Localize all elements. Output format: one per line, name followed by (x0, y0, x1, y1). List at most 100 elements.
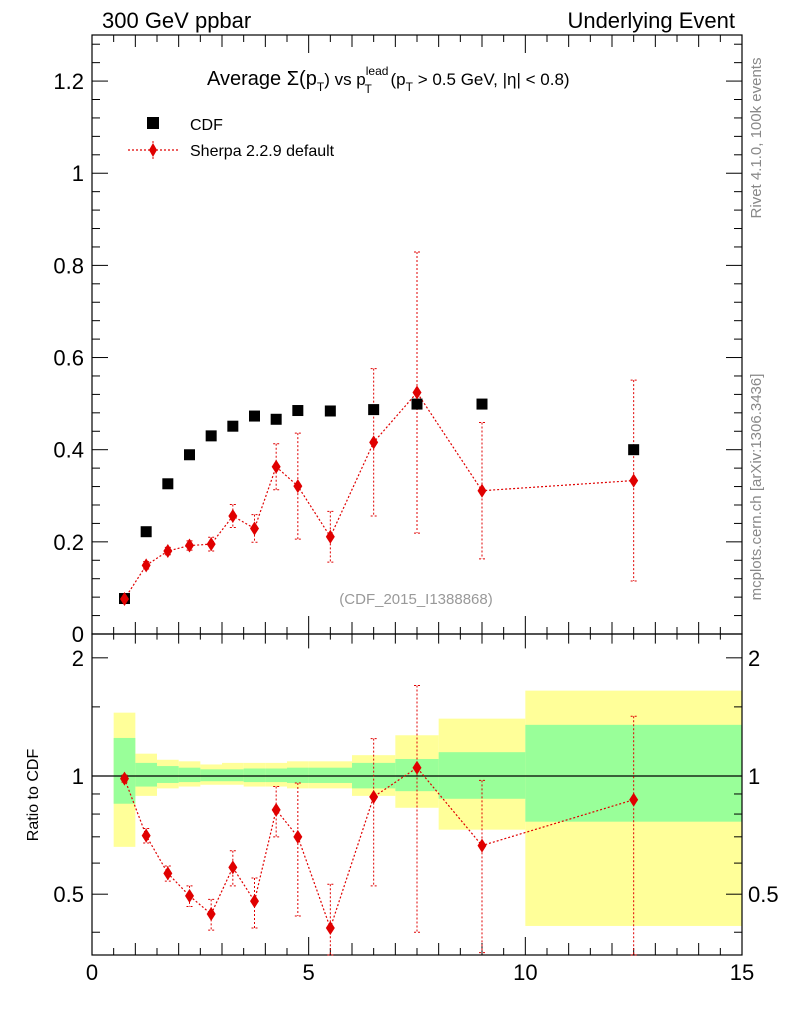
ratio-bands (113, 690, 742, 926)
ratio-point (163, 866, 173, 881)
sherpa-point (325, 529, 335, 544)
cdf-point (249, 410, 260, 422)
legend-marker-sherpa (149, 143, 157, 157)
ratio-point (369, 789, 379, 804)
cdf-point (368, 404, 380, 416)
green-band-4 (200, 769, 222, 782)
sherpa-point (228, 509, 238, 524)
ratio-ytick-label-right: 0.5 (748, 882, 779, 907)
ratio-point (206, 907, 216, 922)
ratio-y-ticks (92, 657, 742, 933)
title-cond: (p (386, 70, 406, 89)
main-ytick-label: 1 (72, 161, 84, 186)
main-y-ticks (92, 43, 742, 635)
ratio-ylabel: Ratio to CDF (25, 749, 42, 842)
ratio-point (185, 888, 194, 903)
legend-marker-cdf (147, 117, 159, 129)
xtick-label: 0 (86, 960, 98, 985)
sherpa-line (123, 391, 634, 600)
green-band-0 (113, 737, 136, 804)
green-band-8 (287, 767, 309, 783)
sherpa-error-bars (121, 251, 637, 602)
ratio-point (120, 771, 129, 786)
sherpa-point (206, 537, 216, 552)
title-sigma: Σ(p (287, 68, 317, 90)
legend-label-sherpa: Sherpa 2.2.9 default (190, 143, 335, 160)
ratio-point (228, 860, 238, 875)
green-band-6 (243, 768, 266, 783)
main-title: Average Σ(pT) vs plead T (pT > 0.5 GeV, |… (207, 64, 570, 96)
title-cond-rest: > 0.5 GeV, |η| < 0.8) (413, 70, 570, 89)
cdf-points (119, 398, 640, 605)
xtick-label: 10 (513, 960, 537, 985)
x-ticks (91, 35, 743, 955)
ratio-ytick-label-right: 2 (748, 646, 760, 671)
main-ytick-label: 0.6 (53, 346, 84, 371)
main-ytick-label: 0.8 (53, 253, 84, 278)
sherpa-point (629, 473, 639, 488)
cdf-point (205, 430, 217, 442)
green-band-2 (157, 766, 179, 783)
header-right: Underlying Event (567, 8, 735, 33)
green-band-5 (222, 769, 244, 782)
sherpa-point (477, 483, 487, 498)
ratio-ytick-label-right: 1 (748, 764, 760, 789)
mcplots-label: mcplots.cern.ch [arXiv:1306.3436] (748, 374, 765, 601)
cdf-point (162, 478, 174, 490)
main-ytick-label: 0.2 (53, 530, 84, 555)
cdf-point (411, 398, 423, 410)
sherpa-point (293, 479, 303, 494)
ratio-point (293, 829, 303, 844)
sherpa-point (141, 558, 151, 573)
ratio-point (477, 838, 487, 853)
cdf-point (292, 405, 304, 417)
ratio-point (271, 802, 281, 817)
main-ytick-label: 1.2 (53, 69, 84, 94)
title-average: Average (207, 68, 287, 90)
sherpa-point (250, 521, 259, 536)
rivet-label: Rivet 4.1.0, 100k events (748, 58, 765, 219)
sherpa-points (120, 385, 639, 606)
title-sub-t: T (317, 80, 325, 94)
cdf-point (270, 413, 282, 425)
ratio-ytick-label-left: 2 (72, 646, 84, 671)
ratio-ytick-label-left: 1 (72, 764, 84, 789)
sherpa-point (271, 459, 281, 474)
sherpa-point (163, 544, 173, 559)
sherpa-point (185, 538, 194, 553)
sherpa-point (412, 385, 422, 400)
title-sup-lead: lead (366, 64, 389, 78)
cdf-point (628, 444, 640, 456)
cdf-point (324, 405, 336, 417)
ratio-point (325, 921, 335, 936)
green-band-7 (265, 768, 287, 783)
xtick-label: 5 (303, 960, 315, 985)
xtick-label: 15 (730, 960, 754, 985)
ratio-point (141, 828, 151, 843)
ratio-point (412, 760, 422, 775)
cdf-point (476, 398, 488, 410)
cdf-point (227, 420, 239, 432)
title-sub-t3: T (406, 80, 414, 94)
green-band-3 (178, 767, 201, 783)
sherpa-point (369, 435, 379, 450)
legend: CDF Sherpa 2.2.9 default (128, 117, 335, 160)
ratio-point (629, 792, 639, 807)
sherpa-point (120, 591, 129, 606)
main-ytick-label: 0.4 (53, 438, 84, 463)
title-vs: ) vs p (324, 70, 366, 89)
title-sub-t2: T (364, 82, 372, 96)
ratio-line (123, 766, 634, 930)
legend-label-cdf: CDF (190, 117, 223, 134)
header-left: 300 GeV ppbar (102, 8, 251, 33)
cdf-point (140, 526, 152, 538)
cdf-point (184, 449, 195, 461)
analysis-id: (CDF_2015_I1388868) (339, 591, 492, 608)
ratio-points (120, 760, 639, 936)
main-ytick-label: 0 (72, 622, 84, 647)
ratio-point (250, 894, 259, 909)
green-band-1 (135, 762, 157, 787)
ratio-ytick-label-left: 0.5 (53, 882, 84, 907)
green-band-9 (308, 767, 352, 783)
